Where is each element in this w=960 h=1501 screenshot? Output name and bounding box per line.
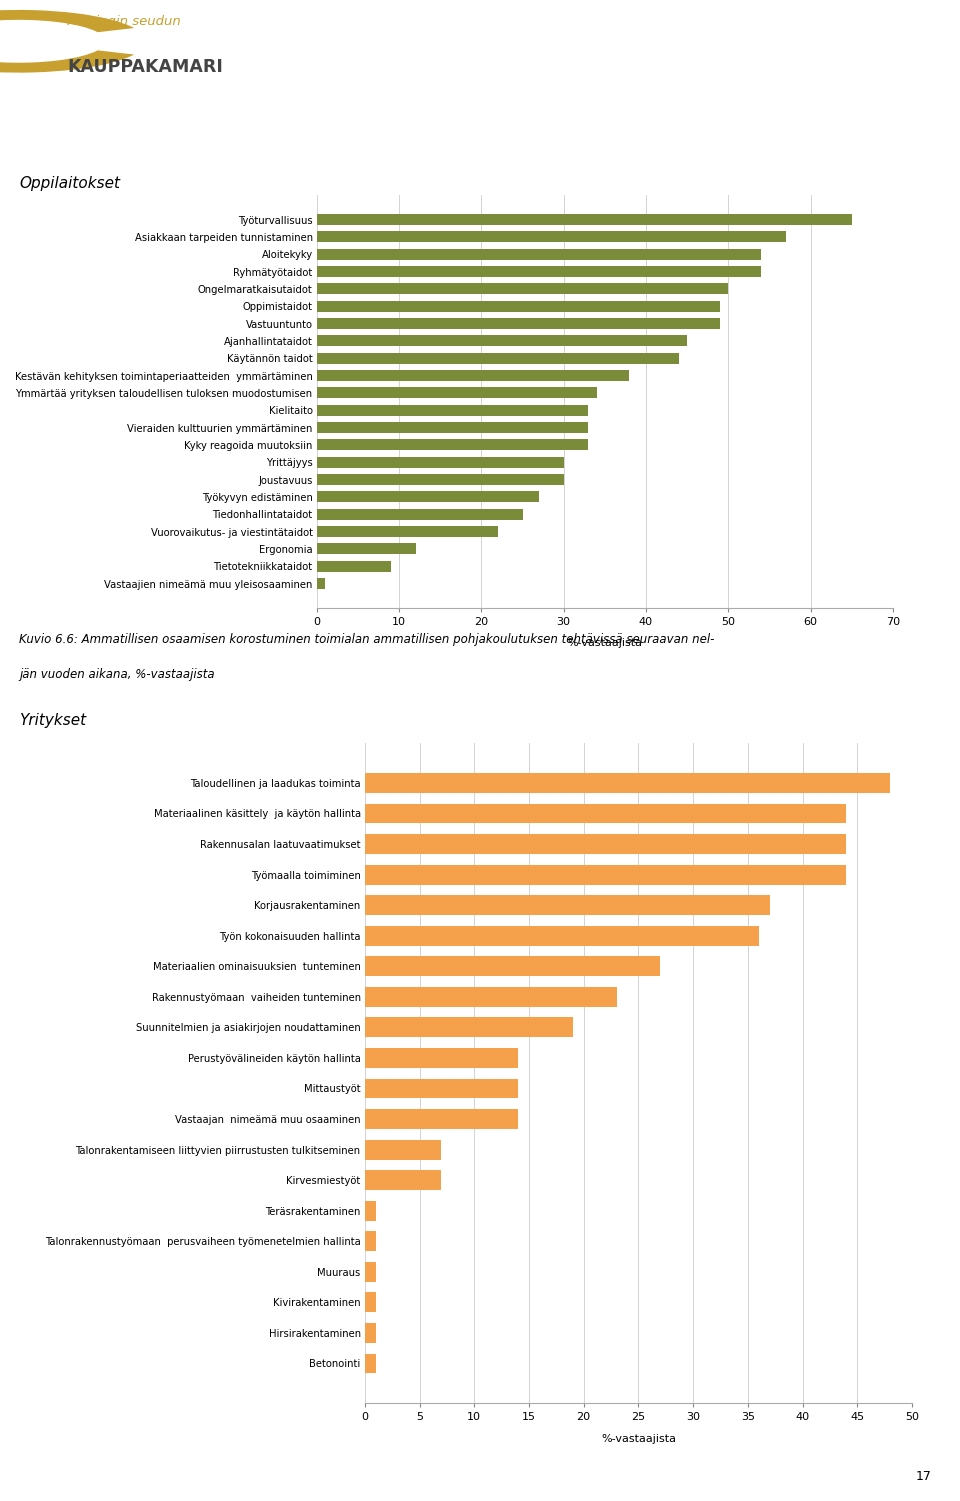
Bar xyxy=(365,1322,375,1343)
Text: 17: 17 xyxy=(915,1469,931,1483)
X-axis label: %-vastaajista: %-vastaajista xyxy=(567,638,642,648)
Bar xyxy=(317,525,498,537)
Bar xyxy=(317,387,596,398)
Bar xyxy=(365,1354,375,1373)
Bar xyxy=(365,1018,573,1037)
Bar xyxy=(317,509,522,519)
Bar xyxy=(365,1048,518,1067)
Bar xyxy=(317,353,679,363)
Bar xyxy=(317,474,564,485)
Bar xyxy=(365,1262,375,1282)
Bar xyxy=(365,895,770,916)
Bar xyxy=(317,456,564,468)
Bar xyxy=(365,1171,442,1190)
Bar xyxy=(317,560,391,572)
Bar xyxy=(317,369,630,381)
Bar xyxy=(365,1109,518,1129)
Wedge shape xyxy=(0,11,134,72)
Bar xyxy=(317,266,761,278)
Bar xyxy=(317,300,720,312)
X-axis label: %-vastaajista: %-vastaajista xyxy=(601,1433,676,1444)
Text: Helsingin seudun: Helsingin seudun xyxy=(67,15,180,29)
Bar xyxy=(365,1201,375,1220)
Bar xyxy=(365,1292,375,1312)
Bar xyxy=(317,422,588,434)
Text: Yritykset: Yritykset xyxy=(19,713,86,728)
Bar xyxy=(365,835,847,854)
Bar xyxy=(317,440,588,450)
Bar xyxy=(317,335,687,347)
Bar xyxy=(317,543,416,554)
Text: Oppilaitokset: Oppilaitokset xyxy=(19,176,120,191)
Bar xyxy=(365,1079,518,1099)
Bar xyxy=(365,773,890,793)
Bar xyxy=(365,926,758,946)
Bar xyxy=(317,231,786,243)
Bar xyxy=(317,213,852,225)
Bar xyxy=(317,284,729,294)
Bar xyxy=(365,1231,375,1252)
Text: Kuvio 6.6: Ammatillisen osaamisen korostuminen toimialan ammatillisen pohjakoulu: Kuvio 6.6: Ammatillisen osaamisen korost… xyxy=(19,633,714,647)
Bar xyxy=(365,1139,442,1160)
Bar xyxy=(365,865,847,884)
Bar xyxy=(317,578,325,590)
Bar xyxy=(317,491,539,503)
Text: jän vuoden aikana, %-vastaajista: jän vuoden aikana, %-vastaajista xyxy=(19,668,215,681)
Bar xyxy=(317,318,720,329)
Text: KAUPPAKAMARI: KAUPPAKAMARI xyxy=(67,59,223,75)
Bar xyxy=(317,405,588,416)
Bar xyxy=(365,986,616,1007)
Bar xyxy=(365,956,660,976)
Bar xyxy=(317,249,761,260)
Bar xyxy=(365,803,847,824)
